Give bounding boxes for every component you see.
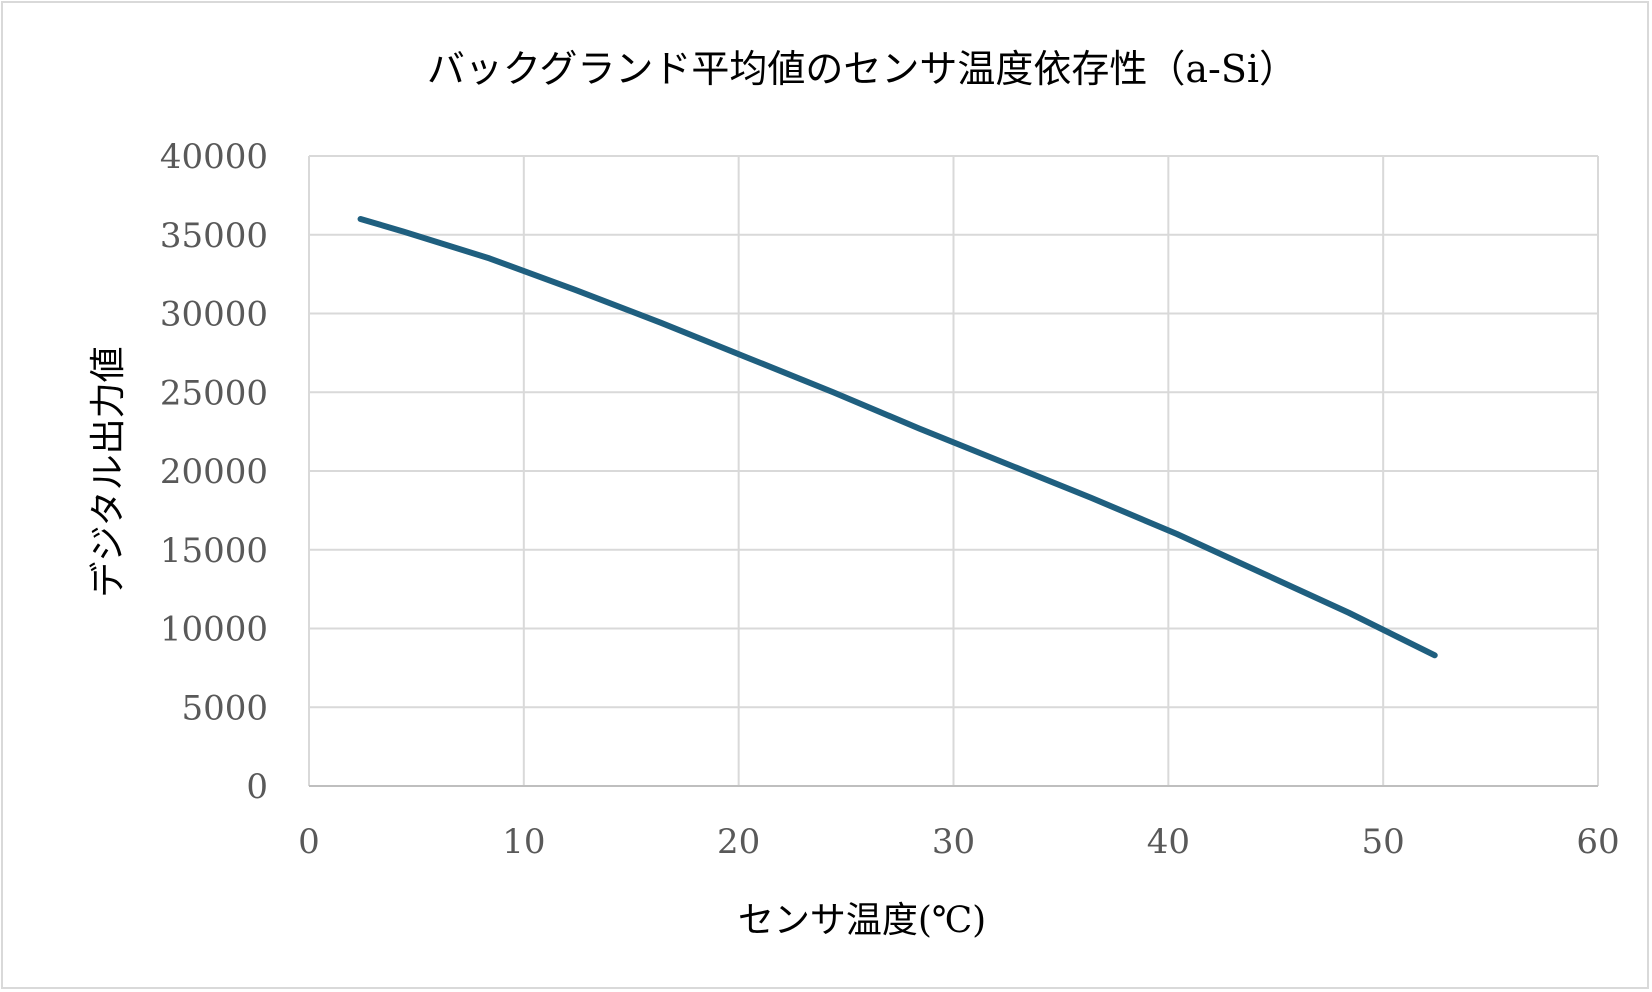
horizontal-gridlines: [309, 155, 1598, 787]
y-axis-title: デジタル出力値: [88, 346, 129, 597]
x-tick-label: 30: [932, 822, 975, 862]
y-tick-label: 0: [246, 767, 268, 807]
y-tick-label: 30000: [160, 295, 268, 335]
x-tick-label: 10: [502, 822, 545, 862]
y-tick-label: 5000: [181, 688, 268, 728]
x-axis-title: センサ温度(℃): [738, 900, 986, 941]
y-tick-label: 20000: [160, 452, 268, 492]
x-tick-label: 40: [1147, 822, 1190, 862]
y-axis-tick-labels: 0 5000 10000 15000 20000 25000 30000 35000 40000: [160, 137, 268, 807]
y-tick-label: 25000: [160, 373, 268, 413]
chart-title: バックグランド平均値のセンサ温度依存性（a-Si）: [427, 47, 1297, 91]
y-tick-label: 35000: [160, 216, 268, 256]
y-tick-label: 40000: [160, 137, 268, 177]
y-tick-label: 10000: [160, 610, 268, 650]
series-layer: [357, 216, 1438, 659]
x-axis-tick-labels: 0 10 20 30 40 50 60: [298, 822, 1619, 862]
x-tick-label: 60: [1576, 822, 1619, 862]
series-line: [357, 216, 1438, 659]
x-tick-label: 50: [1362, 822, 1405, 862]
y-tick-label: 15000: [160, 531, 268, 571]
x-tick-label: 20: [717, 822, 760, 862]
x-tick-label: 0: [298, 822, 320, 862]
